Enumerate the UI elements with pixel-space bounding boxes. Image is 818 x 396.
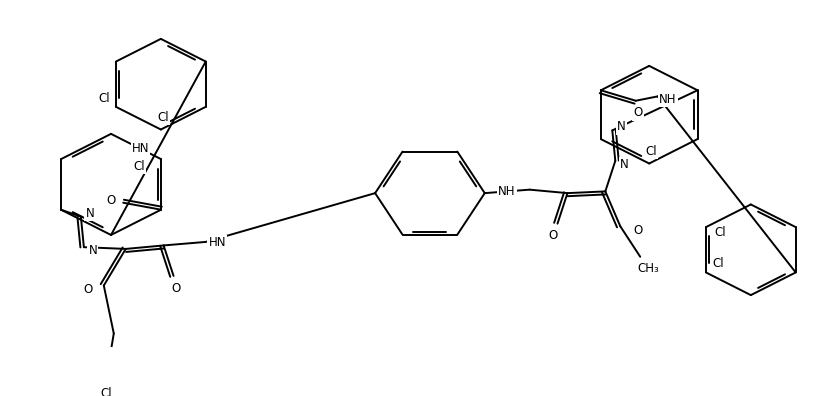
Text: Cl: Cl	[645, 145, 657, 158]
Text: Cl: Cl	[98, 91, 110, 105]
Text: NH: NH	[498, 185, 515, 198]
Text: O: O	[634, 224, 643, 237]
Text: Cl: Cl	[157, 111, 169, 124]
Text: N: N	[620, 158, 629, 171]
Text: O: O	[83, 282, 92, 295]
Text: N: N	[617, 120, 626, 133]
Text: Cl: Cl	[712, 257, 724, 270]
Text: O: O	[633, 107, 642, 120]
Text: Cl: Cl	[714, 226, 726, 239]
Text: O: O	[171, 282, 180, 295]
Text: O: O	[106, 194, 116, 208]
Text: CH₃: CH₃	[637, 262, 659, 274]
Text: Cl: Cl	[100, 387, 111, 396]
Text: Cl: Cl	[133, 160, 145, 173]
Text: HN: HN	[209, 236, 226, 249]
Text: N: N	[86, 207, 94, 220]
Text: HN: HN	[132, 142, 149, 155]
Text: O: O	[548, 229, 557, 242]
Text: N: N	[88, 244, 97, 257]
Text: NH: NH	[658, 93, 676, 105]
